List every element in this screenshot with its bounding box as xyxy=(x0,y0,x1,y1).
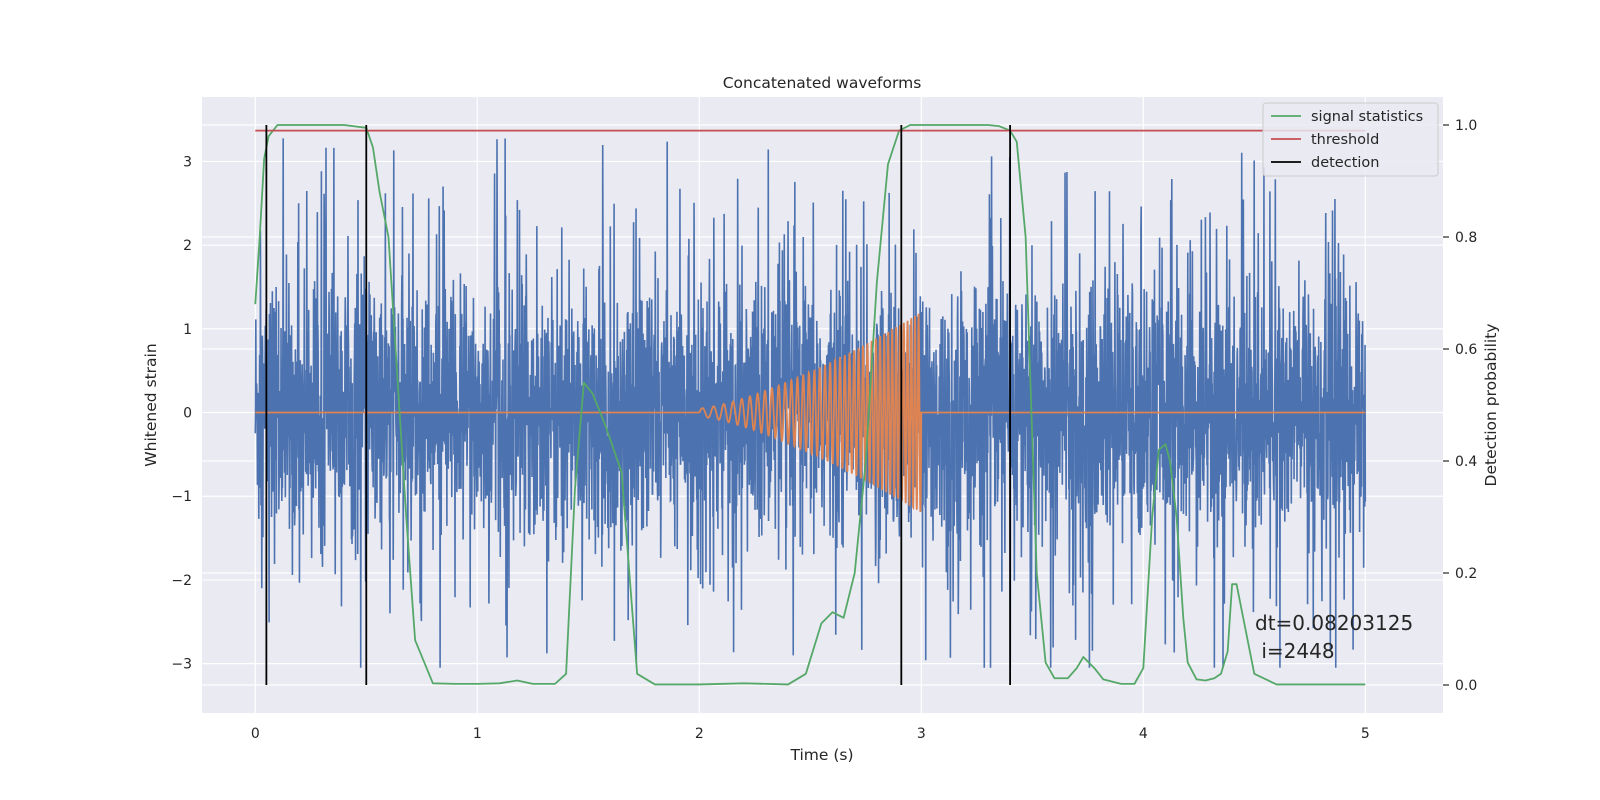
x-tick-label: 2 xyxy=(695,726,704,742)
annotation-dt: dt=0.08203125 xyxy=(1255,611,1413,635)
y-right-tick-label: 0.6 xyxy=(1455,342,1477,358)
y-left-tick-label: 0 xyxy=(183,406,192,422)
x-tick-label: 4 xyxy=(1139,726,1148,742)
y-right-tick-label: 0.2 xyxy=(1455,566,1477,582)
legend-box xyxy=(1262,102,1439,177)
y-right-tick-label: 1.0 xyxy=(1455,118,1477,134)
legend-label-signal-statistics: signal statistics xyxy=(1311,109,1423,125)
x-tick-label: 0 xyxy=(251,726,260,742)
y-right-tick-label: 0.8 xyxy=(1455,230,1477,246)
annotation-index: i=2448 xyxy=(1255,639,1335,663)
chirp-series xyxy=(255,313,1366,513)
y-right-tick-label: 0.4 xyxy=(1455,454,1477,470)
chirp-line xyxy=(255,313,1366,513)
legend-label-detection: detection xyxy=(1311,155,1379,171)
y-left-tick-label: −3 xyxy=(171,657,192,673)
signal-statistics-line xyxy=(254,124,1366,686)
x-tick-label: 1 xyxy=(473,726,482,742)
y-left-axis-ticks: −3 −2 −1 0 1 2 3 xyxy=(171,154,192,672)
y-left-tick-label: −1 xyxy=(171,489,192,505)
x-tick-label: 5 xyxy=(1361,726,1370,742)
y-left-tick-label: 3 xyxy=(183,154,192,170)
x-axis-label: Time (s) xyxy=(789,746,853,764)
x-axis-ticks: 0 1 2 3 4 5 xyxy=(251,726,1370,742)
detection-lines xyxy=(265,125,1011,685)
y-left-tick-label: 1 xyxy=(183,322,192,338)
x-tick-label: 3 xyxy=(917,726,926,742)
y-right-tick-label: 0.0 xyxy=(1455,678,1477,694)
chart-title: Concatenated waveforms xyxy=(723,74,922,92)
legend-label-threshold: threshold xyxy=(1311,132,1379,148)
y-left-axis-label: Whitened strain xyxy=(142,343,160,466)
y-left-tick-label: 2 xyxy=(183,238,192,254)
signal-statistics-series xyxy=(254,124,1366,686)
legend: signal statistics threshold detection xyxy=(1262,102,1439,177)
y-right-axis-ticks: 0.0 0.2 0.4 0.6 0.8 1.0 xyxy=(1443,118,1477,694)
y-left-tick-label: −2 xyxy=(171,573,192,589)
y-right-axis-label: Detection probability xyxy=(1482,324,1500,487)
